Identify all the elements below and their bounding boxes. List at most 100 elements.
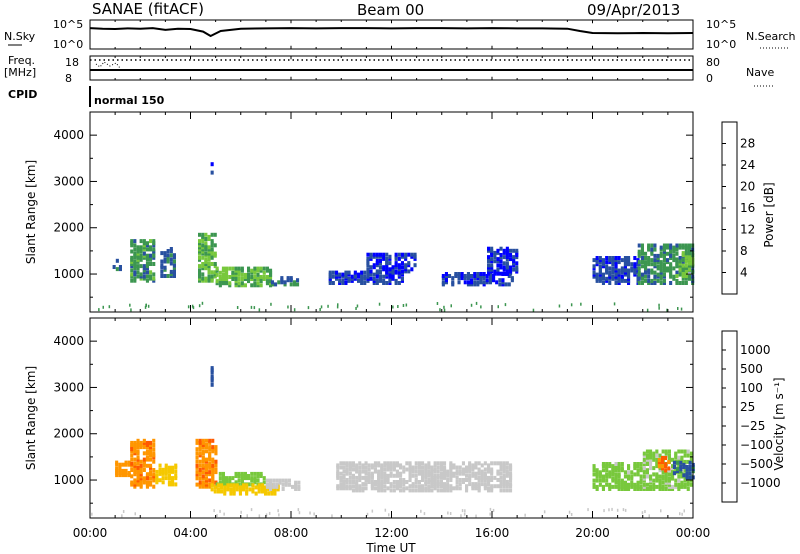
data-cell xyxy=(139,239,143,244)
data-cell xyxy=(636,480,640,485)
data-cell xyxy=(509,271,513,276)
data-cell xyxy=(662,268,666,273)
data-cell xyxy=(136,465,140,470)
data-cell xyxy=(645,462,649,466)
data-cell xyxy=(627,256,631,260)
data-cell xyxy=(611,468,615,473)
data-cell xyxy=(449,488,453,493)
data-cell xyxy=(394,252,398,257)
data-cell xyxy=(611,484,615,489)
data-cell xyxy=(592,274,596,279)
data-cell xyxy=(201,482,205,487)
data-cell xyxy=(142,241,146,246)
data-cell xyxy=(490,467,494,472)
y-tick-label: 1000 xyxy=(53,473,84,487)
data-cell xyxy=(427,471,431,476)
data-cell xyxy=(515,248,519,253)
data-cell xyxy=(331,281,335,285)
data-cell xyxy=(152,255,156,260)
data-cell xyxy=(389,473,393,478)
data-cell xyxy=(127,471,131,475)
data-cell xyxy=(601,264,605,269)
data-cell xyxy=(378,278,382,283)
data-cell xyxy=(650,258,654,263)
data-cell xyxy=(633,472,637,477)
data-cell xyxy=(287,305,289,309)
data-cell xyxy=(211,457,215,462)
data-cell xyxy=(133,445,137,450)
data-cell xyxy=(211,472,215,477)
freq-label-line2: [MHz] xyxy=(4,66,36,79)
data-cell xyxy=(460,272,464,276)
data-cell xyxy=(601,484,605,489)
data-cell xyxy=(592,478,596,483)
data-cell xyxy=(214,449,218,454)
data-cell xyxy=(171,478,175,483)
data-cell xyxy=(369,269,373,274)
data-cell xyxy=(650,247,654,252)
data-cell xyxy=(532,308,535,312)
data-cell xyxy=(414,488,418,493)
data-cell xyxy=(262,266,266,271)
data-cell xyxy=(645,455,649,460)
data-cell xyxy=(443,488,447,493)
data-cell xyxy=(139,253,143,258)
data-cell xyxy=(198,445,202,450)
data-cell xyxy=(678,259,682,264)
data-cell xyxy=(195,482,199,487)
data-cell xyxy=(172,267,176,272)
data-cell xyxy=(145,449,149,454)
data-cell xyxy=(234,266,238,271)
data-cell xyxy=(358,475,362,480)
data-cell xyxy=(204,257,208,262)
data-cell xyxy=(348,463,352,468)
data-cell xyxy=(477,478,481,482)
data-cell xyxy=(351,488,355,493)
data-cell xyxy=(161,480,165,485)
data-cell xyxy=(145,443,149,447)
data-cell xyxy=(372,252,376,257)
data-cell xyxy=(474,461,478,466)
data-cell xyxy=(361,488,365,493)
data-cell xyxy=(605,268,609,273)
data-cell xyxy=(446,486,450,491)
data-cell xyxy=(683,459,687,464)
data-cell xyxy=(647,268,651,273)
data-cell xyxy=(136,443,140,447)
data-cell xyxy=(382,274,386,279)
data-cell xyxy=(385,274,389,279)
data-cell xyxy=(250,270,254,275)
data-cell xyxy=(499,461,503,466)
data-cell xyxy=(136,270,140,275)
data-cell xyxy=(130,262,134,266)
data-cell xyxy=(363,274,367,279)
data-cell xyxy=(408,488,412,493)
data-cell xyxy=(152,272,156,277)
data-cell xyxy=(361,486,365,491)
data-cell xyxy=(436,473,440,478)
data-cell xyxy=(250,471,254,476)
data-cell xyxy=(640,251,644,256)
data-cell xyxy=(679,467,683,472)
data-cell xyxy=(201,234,205,239)
data-cell xyxy=(364,465,368,470)
data-cell xyxy=(208,457,212,462)
data-cell xyxy=(433,486,437,491)
data-cell xyxy=(427,473,431,478)
data-cell xyxy=(473,276,477,281)
data-cell xyxy=(397,281,401,285)
data-cell xyxy=(644,260,648,265)
data-cell xyxy=(215,272,219,277)
data-cell xyxy=(394,269,398,274)
cpid-value: normal 150 xyxy=(94,94,165,107)
data-cell xyxy=(139,482,143,487)
data-cell xyxy=(605,474,609,479)
data-cell xyxy=(142,476,146,481)
data-cell xyxy=(375,263,379,268)
data-cell xyxy=(355,488,359,493)
data-cell xyxy=(378,302,381,306)
data-cell xyxy=(636,470,640,475)
data-cell xyxy=(443,471,447,476)
data-cell xyxy=(270,280,274,285)
data-cell xyxy=(207,276,211,281)
